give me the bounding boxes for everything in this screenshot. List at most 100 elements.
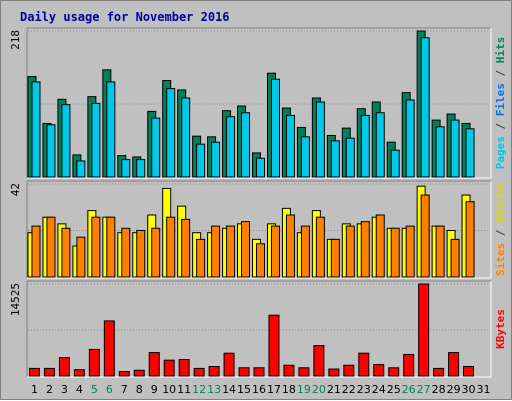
bar-hits-files-pages-files-day-12 — [196, 143, 206, 178]
bar-hits-files-pages-files-day-14 — [226, 116, 236, 178]
bar-hits-files-pages-files-day-22 — [345, 137, 355, 178]
bar-visits-sites-sites-day-3 — [61, 227, 71, 278]
x-tick-label-day-30: 30 — [462, 383, 476, 396]
x-tick-label-day-10: 10 — [162, 383, 176, 396]
x-tick-label-day-16: 16 — [252, 383, 266, 396]
bar-hits-files-pages-files-day-20 — [315, 101, 325, 178]
x-tick-label-day-2: 2 — [46, 383, 53, 396]
x-tick-label-day-26: 26 — [402, 383, 416, 396]
bar-hits-files-pages-files-day-13 — [211, 141, 221, 178]
bar-kbytes-kbytes-day-18 — [283, 364, 295, 377]
x-tick-label-day-25: 25 — [387, 383, 401, 396]
bar-kbytes-kbytes-day-17 — [268, 314, 280, 377]
bar-visits-sites-sites-day-15 — [241, 221, 251, 278]
bar-visits-sites-sites-day-20 — [315, 216, 325, 278]
bar-hits-files-pages-files-day-4 — [76, 160, 86, 178]
x-tick-label-day-6: 6 — [106, 383, 113, 396]
x-tick-label-day-3: 3 — [61, 383, 68, 396]
side-label-part: Hits — [494, 37, 507, 64]
bar-visits-sites-sites-day-16 — [256, 243, 265, 278]
bar-hits-files-pages-files-day-3 — [61, 104, 71, 178]
x-tick-label-day-11: 11 — [177, 383, 191, 396]
x-tick-label-day-27: 27 — [417, 383, 431, 396]
bar-kbytes-kbytes-day-11 — [178, 359, 190, 377]
side-label-part: Sites — [494, 243, 507, 276]
bar-hits-files-pages-files-day-30 — [465, 128, 475, 178]
bar-hits-files-pages-files-day-9 — [151, 117, 161, 178]
bar-kbytes-kbytes-day-21 — [328, 368, 340, 377]
bar-kbytes-kbytes-day-14 — [223, 352, 235, 377]
bar-hits-files-pages-files-day-19 — [300, 136, 310, 178]
x-tick-label-day-14: 14 — [222, 383, 236, 396]
bar-hits-files-pages-files-day-18 — [285, 114, 295, 178]
bar-visits-sites-sites-day-1 — [31, 225, 41, 278]
panel-hits-files-pages-side-label: Pages / Files / Hits — [494, 37, 507, 170]
bar-hits-files-pages-files-day-10 — [166, 88, 176, 178]
bar-visits-sites-sites-day-17 — [270, 225, 280, 278]
x-tick-label-day-17: 17 — [267, 383, 281, 396]
side-label-part: KBytes — [494, 309, 507, 349]
bar-hits-files-pages-files-day-1 — [31, 81, 41, 178]
bar-kbytes-kbytes-day-7 — [118, 371, 130, 377]
bar-kbytes-kbytes-day-3 — [58, 357, 70, 377]
bar-visits-sites-sites-day-8 — [136, 230, 146, 278]
bar-visits-sites-sites-day-19 — [300, 225, 310, 278]
x-tick-label-day-31: 31 — [477, 383, 491, 396]
bar-visits-sites-sites-day-14 — [226, 225, 236, 278]
bar-visits-sites-sites-day-6 — [106, 216, 116, 278]
bar-kbytes-kbytes-day-8 — [133, 369, 145, 377]
bar-visits-sites-sites-day-26 — [405, 225, 415, 278]
bar-visits-sites-sites-day-11 — [181, 218, 191, 278]
bar-kbytes-kbytes-day-27 — [418, 283, 430, 377]
x-tick-label-day-19: 19 — [297, 383, 311, 396]
bar-hits-files-pages-files-day-26 — [405, 99, 415, 178]
bar-hits-files-pages-files-day-16 — [256, 157, 265, 178]
bar-visits-sites-sites-day-30 — [465, 201, 475, 278]
panel-visits-sites-side-label: Sites / Visits — [494, 183, 507, 276]
bar-kbytes-kbytes-day-15 — [238, 367, 250, 377]
bar-hits-files-pages-files-day-17 — [270, 78, 280, 178]
bar-hits-files-pages-files-day-11 — [181, 97, 191, 178]
bar-visits-sites-sites-day-9 — [151, 227, 161, 278]
x-tick-label-day-20: 20 — [312, 383, 326, 396]
x-tick-label-day-12: 12 — [192, 383, 206, 396]
bar-visits-sites-sites-day-29 — [450, 238, 460, 278]
x-tick-label-day-28: 28 — [432, 383, 446, 396]
bar-visits-sites-sites-day-18 — [285, 214, 295, 278]
bar-kbytes-kbytes-day-26 — [403, 353, 415, 377]
bar-hits-files-pages-files-day-25 — [390, 149, 400, 178]
bar-hits-files-pages-files-day-28 — [435, 126, 445, 178]
panel-kbytes-ymax-label: 14525 — [9, 283, 22, 316]
bar-hits-files-pages-files-day-6 — [106, 81, 116, 178]
x-tick-label-day-9: 9 — [151, 383, 158, 396]
bar-visits-sites-sites-day-7 — [121, 227, 131, 278]
x-tick-label-day-23: 23 — [357, 383, 371, 396]
bar-visits-sites-sites-day-22 — [345, 225, 355, 278]
x-tick-label-day-7: 7 — [121, 383, 128, 396]
x-tick-label-day-5: 5 — [91, 383, 98, 396]
side-label-part: Visits — [494, 183, 507, 223]
bar-hits-files-pages-files-day-15 — [241, 112, 251, 178]
side-label-part: / — [494, 116, 507, 136]
bar-visits-sites-sites-day-5 — [91, 216, 101, 278]
bar-kbytes-kbytes-day-23 — [358, 352, 370, 377]
x-tick-label-day-13: 13 — [207, 383, 221, 396]
x-tick-label-day-21: 21 — [327, 383, 341, 396]
bar-kbytes-kbytes-day-1 — [28, 367, 40, 377]
bar-visits-sites-sites-day-21 — [330, 238, 340, 278]
x-tick-label-day-22: 22 — [342, 383, 356, 396]
bar-visits-sites-sites-day-23 — [360, 221, 370, 278]
bar-kbytes-kbytes-day-25 — [388, 367, 400, 377]
x-tick-label-day-1: 1 — [31, 383, 38, 396]
bar-visits-sites-sites-day-4 — [76, 236, 86, 278]
x-tick-label-day-18: 18 — [282, 383, 296, 396]
x-tick-label-day-24: 24 — [372, 383, 386, 396]
bar-kbytes-kbytes-day-16 — [253, 367, 265, 377]
bar-kbytes-kbytes-day-30 — [463, 365, 475, 377]
x-tick-label-day-29: 29 — [447, 383, 461, 396]
bar-visits-sites-sites-day-25 — [390, 227, 400, 278]
bar-kbytes-kbytes-day-19 — [298, 367, 310, 377]
bar-visits-sites-sites-day-12 — [196, 238, 206, 278]
